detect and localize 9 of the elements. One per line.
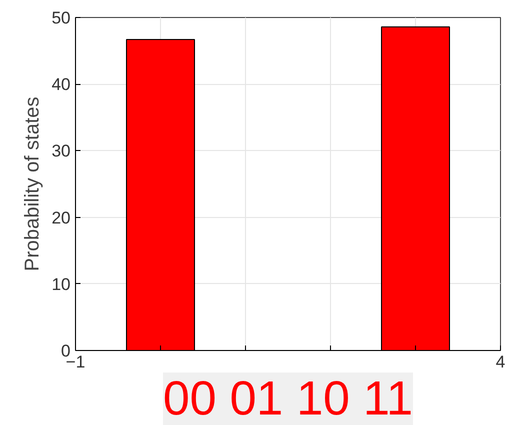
- x-tick-label: 4: [496, 352, 506, 372]
- text: 00 01 10 11: [162, 372, 414, 425]
- y-tick-label: 20: [52, 208, 71, 228]
- y-tick-label: 50: [52, 8, 71, 28]
- y-axis-title: Probability of states: [22, 96, 44, 272]
- y-tick-label: 10: [52, 274, 71, 294]
- y-tick-label: 0: [61, 342, 71, 360]
- y-tick-label: 30: [52, 142, 71, 161]
- y-tick-label: 40: [52, 75, 71, 94]
